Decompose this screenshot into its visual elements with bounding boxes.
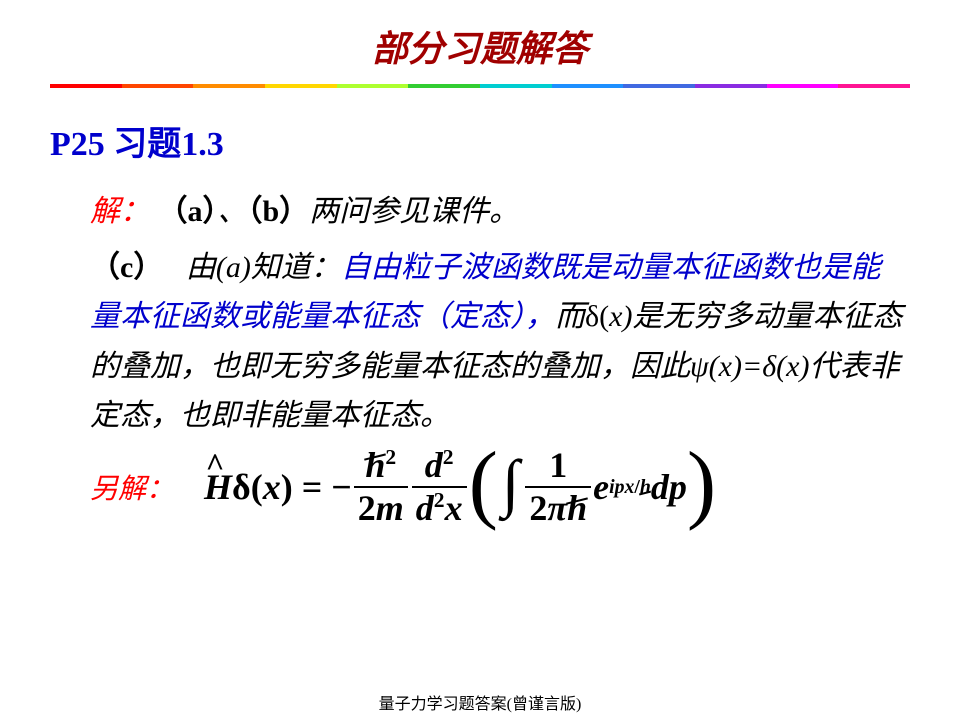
eq-sup2c: 2 <box>434 488 445 512</box>
eq-eq: = <box>302 466 323 508</box>
eq-x2: x <box>445 488 463 528</box>
eq-e: e <box>593 466 609 508</box>
eq-open: ( <box>251 466 263 508</box>
mid2: )=δ( <box>732 350 786 383</box>
equation: Hδ(x) = − h2 2m d2 d2x ( ∫ 1 2πh <box>204 447 716 529</box>
eq-int: ∫ <box>502 464 520 502</box>
eq-2b: 2 <box>529 488 547 528</box>
eq-rparen: ) <box>687 453 716 515</box>
sep-ab: 、 <box>218 195 248 228</box>
eq-sup2a: 2 <box>385 445 396 469</box>
eq-minus: − <box>331 466 352 508</box>
rainbow-divider <box>50 84 910 88</box>
eq-close: ) <box>281 466 293 508</box>
eq-lparen: ( <box>469 453 498 515</box>
slide-page: 部分习题解答 P25 习题1.3 解： （a）、（b）两问参见课件。 （c） 由… <box>0 0 960 720</box>
answer-label: 解： <box>90 195 150 228</box>
eq-2a: 2 <box>358 488 376 528</box>
eq-d2: d <box>416 488 434 528</box>
section-heading: P25 习题1.3 <box>50 116 910 165</box>
delta1: δ( <box>585 300 609 333</box>
alt-solution-row: 另解： Hδ(x) = − h2 2m d2 d2x ( ∫ 1 <box>90 447 910 529</box>
x1: x <box>609 300 622 333</box>
label-a: （a） <box>158 195 218 228</box>
eq-hbar1: h <box>365 447 385 485</box>
page-title: 部分习题解答 <box>50 20 910 72</box>
eq-sup2b: 2 <box>443 445 454 469</box>
eq-one: 1 <box>545 447 571 485</box>
eq-H: H <box>204 466 232 508</box>
frac-hbar-2m: h2 2m <box>354 447 408 529</box>
after-blue: 而 <box>555 300 585 333</box>
frac-d2dx2: d2 d2x <box>412 447 467 529</box>
paragraph-c: （c） 由(a)知道：自由粒子波函数既是动量本征函数也是能量本征函数或能量本征态… <box>90 243 910 441</box>
x2: x <box>719 350 732 383</box>
frac-1-2pih: 1 2πh <box>525 447 591 529</box>
eq-delta: δ <box>232 466 251 508</box>
eq-d1: d <box>425 445 443 485</box>
answer-line-ab: 解： （a）、（b）两问参见课件。 <box>90 187 910 237</box>
eq-pi: π <box>547 488 567 528</box>
tail-ab: 两问参见课件。 <box>309 195 519 228</box>
eq-x: x <box>263 466 281 508</box>
x3: x <box>786 350 799 383</box>
label-b: （b） <box>248 195 310 228</box>
eq-dp: dp <box>651 466 687 508</box>
label-c: （c） <box>90 251 163 284</box>
footer-text: 量子力学习题答案(曾谨言版) <box>0 690 960 714</box>
eq-hbar2: h <box>567 490 587 528</box>
lead-c: 由(a)知道： <box>186 251 341 284</box>
eq-m: m <box>376 488 404 528</box>
alt-label: 另解： <box>90 467 174 507</box>
